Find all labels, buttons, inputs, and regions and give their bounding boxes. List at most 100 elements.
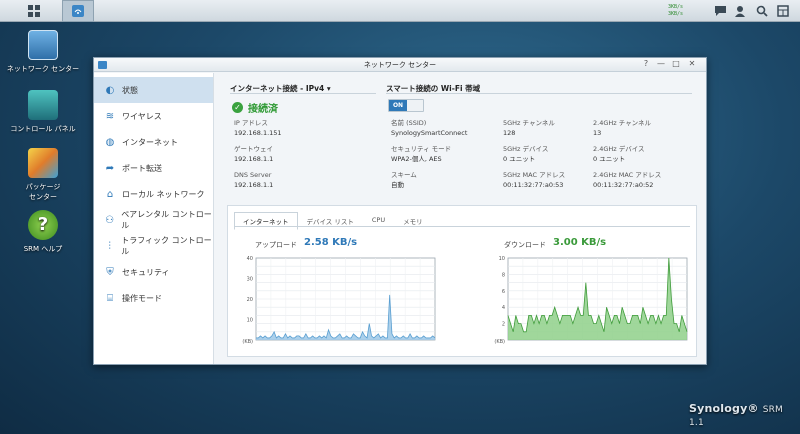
24ghz-devices-field: 2.4GHz デバイス 0 ユニット (593, 144, 645, 164)
upload-chart: 40 30 20 10 (KB) (242, 256, 436, 345)
5ghz-mac-field: 5GHz MAC アドレス 00:11:32:77:a0:53 (503, 170, 565, 190)
sidebar-item-operation-mode[interactable]: ⌸ 操作モード (94, 285, 213, 311)
download-label: ダウンロード (504, 241, 546, 249)
main-menu-button[interactable] (22, 0, 46, 22)
y-tick-label: 6 (502, 289, 505, 295)
network-rate-indicator: 3KB/s 3KB/s (668, 0, 696, 22)
series-area (508, 258, 687, 340)
wifi-icon: ≋ (105, 110, 115, 122)
globe-icon: ◍ (105, 136, 115, 148)
desktop-icon-label: SRM ヘルプ (23, 245, 63, 253)
divider (386, 93, 692, 94)
24ghz-devices-value: 0 ユニット (593, 155, 626, 163)
5ghz-channel-label: 5GHz チャンネル (503, 119, 555, 127)
download-rate: 3KB/s (668, 11, 684, 17)
sidebar-item-label: インターネット (122, 137, 178, 147)
5ghz-devices-field: 5GHz デバイス 0 ユニット (503, 144, 548, 164)
sidebar-item-parental-control[interactable]: ⚇ ペアレンタル コントロール (94, 207, 213, 233)
24ghz-channel-field: 2.4GHz チャンネル 13 (593, 118, 651, 138)
maximize-button[interactable]: □ (672, 59, 680, 68)
desktop-icon-label: パッケージ センター (25, 183, 61, 201)
app-logo-icon (98, 61, 107, 69)
desktop-icon-control-panel[interactable]: コントロール パネル (3, 90, 83, 134)
security-mode-value: WPA2-個人, AES (391, 155, 442, 163)
control-panel-icon (28, 90, 58, 120)
chat-icon (714, 6, 726, 16)
desktop-icon-label: ネットワーク センター (6, 65, 80, 73)
divider (230, 93, 376, 94)
sidebar-item-internet[interactable]: ◍ インターネット (94, 129, 213, 155)
series-line (256, 294, 436, 339)
tab-memory[interactable]: メモリ (403, 218, 423, 226)
y-tick-label: 20 (247, 297, 253, 303)
search-button[interactable] (752, 0, 772, 22)
desktop-icon-network-center[interactable]: ネットワーク センター (3, 30, 83, 74)
24ghz-devices-label: 2.4GHz デバイス (593, 145, 645, 153)
gateway-field: ゲートウェイ 192.168.1.1 (234, 144, 273, 164)
upload-value: 2.58 KB/s (304, 237, 358, 248)
brand-name: Synology® (689, 402, 759, 415)
shield-icon: ⛨ (106, 266, 114, 278)
desktop-icon-package-center[interactable]: パッケージ センター (3, 148, 83, 202)
connection-status-text: 接続済 (248, 104, 278, 115)
sidebar-item-security[interactable]: ⛨ セキュリティ (94, 259, 213, 285)
chat-button[interactable] (710, 0, 730, 22)
internet-connection-heading[interactable]: インターネット接続 - IPv4 ▾ (230, 84, 331, 93)
y-tick-label: 8 (502, 272, 505, 278)
24ghz-channel-label: 2.4GHz チャンネル (593, 119, 652, 127)
sidebar-item-local-network[interactable]: ⌂ ローカル ネットワーク (94, 181, 213, 207)
taskbar-network-center-button[interactable] (62, 0, 94, 22)
sidebar-item-label: ポート転送 (122, 163, 162, 173)
toggle-on-label: ON (389, 100, 407, 111)
traffic-monitor-panel: インターネット デバイス リスト CPU メモリ アップロード 2.58 KB/… (227, 205, 697, 357)
help-button[interactable]: ? (643, 59, 649, 68)
close-button[interactable]: ✕ (688, 59, 696, 68)
ssid-label: 名前 (SSID) (391, 119, 427, 127)
gateway-value: 192.168.1.1 (234, 155, 274, 163)
minimize-button[interactable]: — (657, 59, 665, 68)
router-icon: ⌸ (107, 292, 113, 304)
sidebar-item-traffic-control[interactable]: ⫶ トラフィック コントロール (94, 233, 213, 259)
home-icon: ⌂ (106, 188, 114, 200)
sidebar-item-label: ローカル ネットワーク (122, 189, 205, 199)
scheme-label: スキーム (391, 171, 417, 179)
5ghz-devices-label: 5GHz デバイス (503, 145, 549, 153)
sidebar-item-status[interactable]: ◐ 状態 (94, 77, 213, 103)
network-center-icon (72, 5, 84, 17)
smart-connect-toggle[interactable]: ON (388, 99, 424, 112)
sidebar-item-label: ペアレンタル コントロール (121, 210, 212, 230)
search-icon (756, 5, 768, 17)
sidebar-item-label: 状態 (122, 85, 138, 95)
package-center-icon (28, 148, 58, 178)
grid-icon (28, 5, 40, 17)
5ghz-mac-value: 00:11:32:77:a0:53 (503, 181, 564, 189)
status-icon: ◐ (105, 84, 115, 96)
smart-connect-heading: スマート接続の Wi-Fi 帯域 (386, 84, 481, 93)
sliders-icon: ⫶ (108, 240, 111, 252)
user-button[interactable] (730, 0, 750, 22)
y-tick-label: 40 (247, 256, 253, 262)
widgets-button[interactable] (773, 0, 793, 22)
sidebar-item-wireless[interactable]: ≋ ワイヤレス (94, 103, 213, 129)
gateway-label: ゲートウェイ (234, 145, 273, 153)
arrow-forward-icon: ➦ (105, 162, 115, 174)
check-icon: ✓ (232, 102, 243, 113)
dns-field: DNS Server 192.168.1.1 (234, 170, 273, 190)
sidebar-item-label: トラフィック コントロール (121, 236, 212, 256)
tab-internet[interactable]: インターネット (234, 212, 298, 230)
brand-product: SRM 1.1 (689, 405, 784, 428)
tab-device-list[interactable]: デバイス リスト (306, 218, 354, 226)
sidebar-item-label: セキュリティ (122, 267, 170, 277)
5ghz-channel-value: 128 (503, 129, 516, 137)
sidebar-item-label: ワイヤレス (122, 111, 162, 121)
y-tick-label: 30 (247, 277, 253, 283)
dns-label: DNS Server (234, 171, 272, 179)
window-titlebar[interactable]: ネットワーク センター ? — □ ✕ (94, 58, 706, 72)
desktop-icon-label: コントロール パネル (10, 125, 76, 133)
24ghz-mac-value: 00:11:32:77:a0:52 (593, 181, 654, 189)
tab-cpu[interactable]: CPU (371, 216, 386, 224)
brand-logo: Synology® SRM 1.1 (689, 402, 800, 428)
desktop-icon-srm-help[interactable]: ? SRM ヘルプ (3, 210, 83, 254)
network-center-window: ネットワーク センター ? — □ ✕ ◐ 状態 ≋ ワイヤレス ◍ インターネ… (93, 57, 707, 365)
sidebar-item-port-forwarding[interactable]: ➦ ポート転送 (94, 155, 213, 181)
